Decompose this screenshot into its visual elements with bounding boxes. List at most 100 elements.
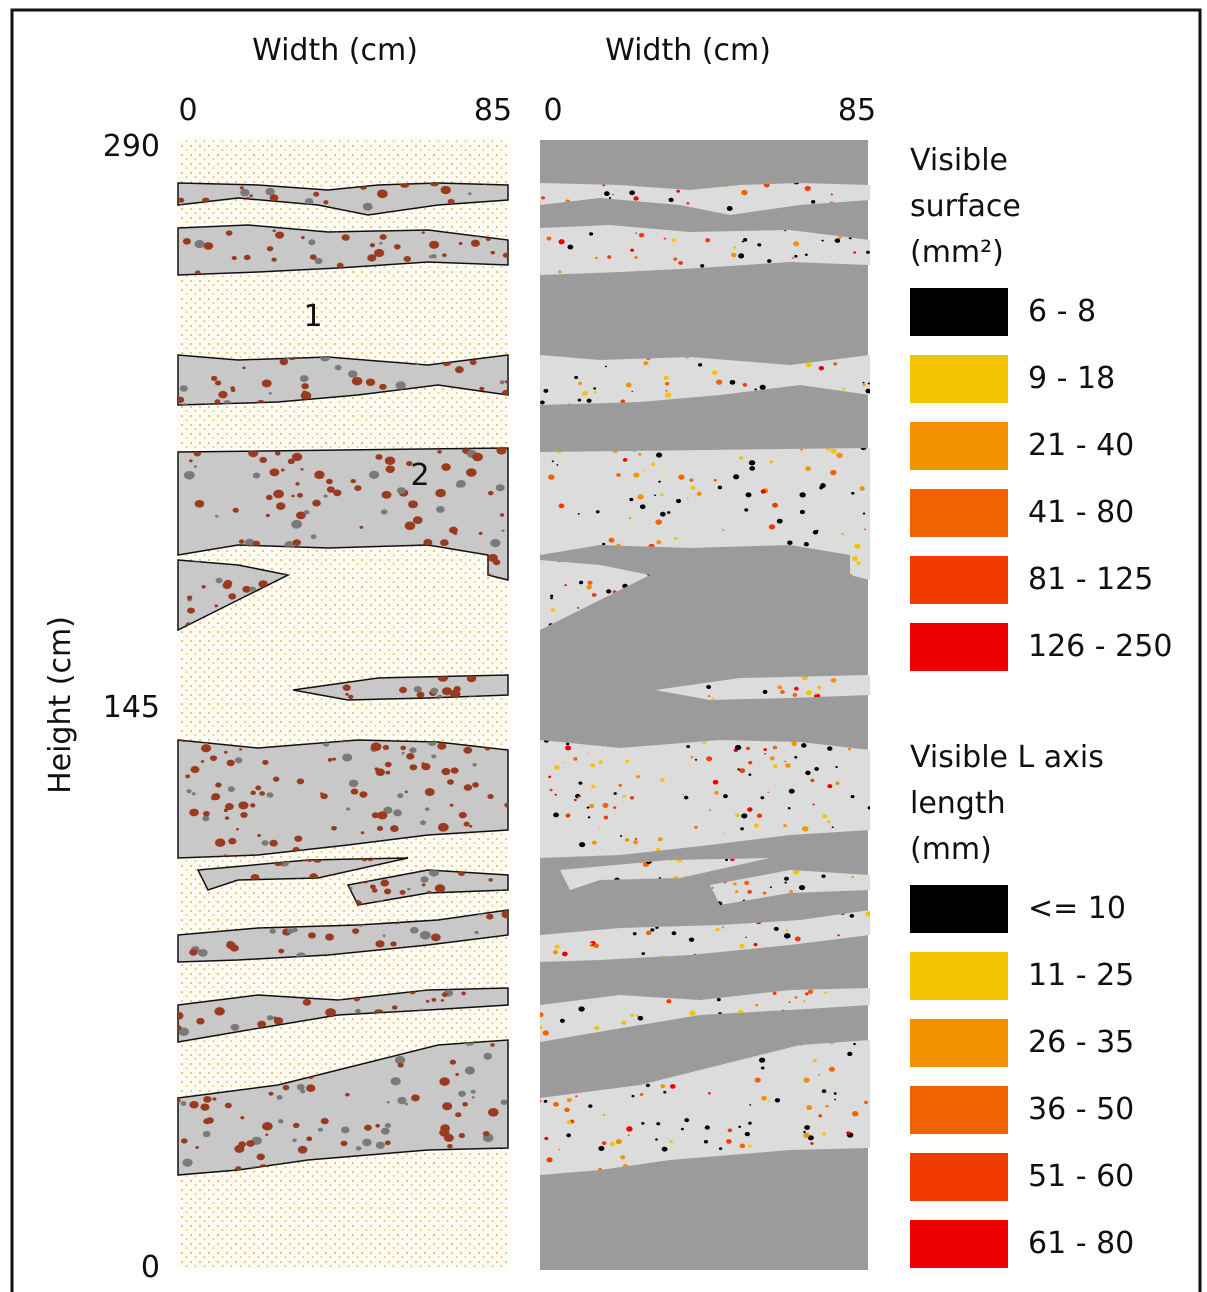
pebble: [186, 789, 192, 794]
pebble: [496, 446, 507, 455]
pebble: [238, 801, 249, 810]
pebble: [604, 191, 610, 197]
pebble: [607, 255, 612, 259]
pebble: [193, 465, 197, 468]
pebble: [798, 884, 806, 891]
pebble: [268, 391, 272, 395]
pebble: [483, 1052, 493, 1060]
pebble: [183, 470, 195, 480]
pebble: [355, 1146, 362, 1151]
pebble: [741, 189, 748, 196]
pebble: [564, 1107, 570, 1113]
pebble: [638, 452, 642, 456]
pebble: [590, 942, 593, 945]
pebble: [738, 1125, 742, 1128]
pebble: [577, 796, 580, 799]
pebble: [231, 256, 237, 261]
pebble: [274, 451, 281, 456]
pebble: [791, 741, 797, 747]
pebble: [243, 254, 251, 261]
pebble: [865, 388, 870, 394]
pebble: [811, 200, 816, 204]
pebble: [179, 385, 188, 392]
pebble: [198, 949, 208, 957]
pebble: [178, 1098, 181, 1103]
pebble: [178, 1027, 190, 1036]
legend-swatch: [910, 288, 1008, 336]
pebble: [563, 761, 566, 764]
pebble: [325, 1008, 337, 1017]
pebble: [630, 248, 635, 252]
pebble: [740, 827, 744, 831]
pebble: [805, 690, 813, 696]
pebble: [345, 692, 349, 696]
pebble: [598, 1145, 605, 1151]
pebble: [390, 825, 399, 833]
pebble: [577, 513, 580, 515]
pebble: [262, 759, 269, 765]
pebble: [317, 1127, 323, 1132]
pebble: [262, 1122, 273, 1131]
pebble: [200, 760, 205, 763]
pebble: [429, 240, 440, 249]
pebble: [830, 678, 837, 683]
pebble: [704, 1125, 710, 1130]
pebble: [748, 460, 756, 466]
pebble: [365, 378, 376, 387]
pebble: [351, 376, 363, 386]
pebble: [215, 514, 219, 518]
pebble: [463, 821, 470, 827]
pebble: [851, 556, 858, 562]
legend-title: (mm): [910, 832, 992, 867]
pebble: [622, 794, 626, 798]
pebble: [814, 692, 818, 695]
pebble: [853, 251, 857, 254]
pebble: [379, 242, 383, 245]
pebble: [486, 913, 494, 920]
pebble: [234, 757, 243, 764]
pebble: [656, 540, 662, 545]
pebble: [794, 686, 799, 691]
x-tick-label: 0: [543, 93, 562, 128]
pebble: [587, 580, 593, 585]
pebble: [706, 684, 712, 690]
pebble: [772, 502, 778, 508]
layer: [540, 355, 870, 405]
pebble: [440, 185, 451, 195]
pebble: [707, 695, 711, 697]
pebble: [564, 584, 567, 587]
pebble: [455, 482, 463, 488]
pebble: [266, 246, 274, 252]
pebble: [180, 1101, 187, 1106]
pebble: [385, 770, 391, 775]
pebble: [544, 1136, 549, 1141]
pebble: [577, 607, 580, 609]
pebble: [552, 950, 558, 955]
pebble: [643, 469, 646, 472]
pebble: [371, 812, 380, 819]
pebble: [827, 746, 833, 751]
pebble: [265, 1133, 269, 1137]
pebble: [574, 375, 579, 380]
pebble: [554, 765, 560, 770]
pebble: [630, 1013, 635, 1017]
pebble: [482, 1130, 490, 1137]
pebble: [678, 260, 683, 265]
pebble: [238, 539, 245, 544]
pebble: [851, 491, 855, 495]
pebble: [326, 486, 335, 493]
pebble: [458, 1133, 466, 1139]
pebble: [821, 874, 826, 878]
pebble: [784, 876, 789, 881]
pebble: [821, 1089, 827, 1094]
pebble: [332, 757, 336, 761]
pebble: [214, 1007, 225, 1016]
pebble: [252, 540, 261, 547]
pebble: [375, 1141, 385, 1149]
pebble: [266, 1015, 274, 1021]
pebble: [785, 929, 789, 932]
legend-item: 11 - 25: [910, 952, 1170, 1002]
pebble: [760, 796, 765, 800]
pebble: [272, 776, 280, 782]
pebble: [543, 388, 549, 393]
